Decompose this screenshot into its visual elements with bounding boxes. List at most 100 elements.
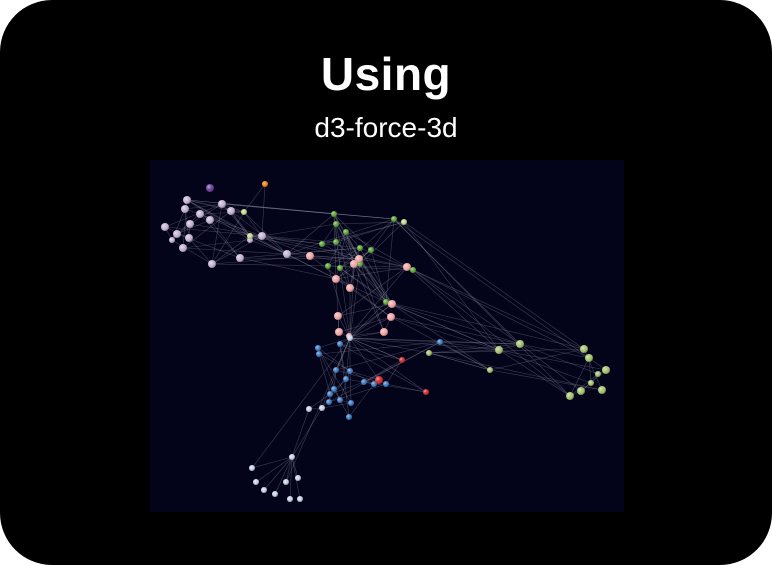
graph-link <box>328 341 441 403</box>
graph-link <box>353 263 385 333</box>
graph-link <box>335 341 441 371</box>
graph-link <box>321 378 347 409</box>
graph-node-shading <box>423 389 429 395</box>
graph-node-shading <box>258 232 266 240</box>
graph-node-shading <box>598 386 606 394</box>
graph-link <box>321 223 337 245</box>
graph-link <box>249 235 361 249</box>
graph-link <box>339 218 395 269</box>
graph-link <box>164 226 263 237</box>
graph-link <box>335 223 393 305</box>
graph-node-shading <box>337 265 343 271</box>
graph-link <box>186 199 251 237</box>
graph-link <box>318 353 331 395</box>
slide-subtitle: d3-force-3d <box>314 112 458 143</box>
graph-link <box>249 239 288 255</box>
graph-link <box>274 456 293 495</box>
force-graph-canvas[interactable] <box>150 160 624 512</box>
graph-link <box>251 456 293 469</box>
graph-link <box>211 211 245 265</box>
graph-node-shading <box>208 260 216 268</box>
graph-link <box>255 456 293 483</box>
graph-link <box>261 235 323 245</box>
graph-link <box>349 303 393 339</box>
graph-link <box>239 247 361 259</box>
graph-link <box>335 337 351 371</box>
graph-link <box>176 219 211 235</box>
graph-link <box>349 337 441 343</box>
graph-link <box>164 203 223 228</box>
graph-node-shading <box>183 196 191 204</box>
graph-link <box>580 369 607 392</box>
graph-link <box>329 381 365 395</box>
graph-link <box>189 203 223 225</box>
graph-link <box>318 341 441 355</box>
graph-link <box>358 258 387 303</box>
graph-node-shading <box>391 216 397 222</box>
graph-node-shading <box>253 479 259 485</box>
graph-node-shading <box>331 211 337 217</box>
graph-node-shading <box>186 220 194 228</box>
graph-node-shading <box>297 496 303 502</box>
graph-link <box>349 263 355 339</box>
graph-link <box>230 210 251 237</box>
graph-node-shading <box>218 200 226 208</box>
graph-node-shading <box>333 367 339 373</box>
graph-link <box>390 316 521 345</box>
graph-link <box>345 337 351 380</box>
graph-link <box>428 343 521 354</box>
graph-link <box>243 211 263 237</box>
graph-node-shading <box>333 239 339 245</box>
graph-link <box>261 235 337 243</box>
graph-link <box>285 337 351 483</box>
graph-node-shading <box>249 465 255 471</box>
graph-link <box>188 237 213 265</box>
graph-link <box>339 267 351 339</box>
graph-link <box>337 266 408 317</box>
graph-link <box>385 218 395 303</box>
graph-link <box>353 263 387 303</box>
graph-link <box>569 357 590 397</box>
graph-link <box>349 337 521 345</box>
graph-link <box>489 348 585 371</box>
graph-link <box>286 247 361 255</box>
graph-node-shading <box>355 255 363 263</box>
graph-node-shading <box>426 350 432 356</box>
graph-node-shading <box>326 399 332 405</box>
graph-link <box>251 337 351 469</box>
graph-link <box>519 343 590 359</box>
graph-link <box>489 369 603 391</box>
graph-node-shading <box>306 406 312 412</box>
graph-node-shading <box>261 487 267 493</box>
graph-nodes <box>161 181 610 502</box>
graph-link <box>428 352 491 371</box>
graph-link <box>171 239 213 265</box>
graph-link <box>199 211 245 215</box>
graph-node-shading <box>585 354 593 362</box>
graph-node-shading <box>487 367 493 373</box>
graph-link <box>335 278 387 303</box>
graph-node-shading <box>295 475 301 481</box>
graph-link <box>286 253 360 260</box>
graph-node-shading <box>383 381 389 387</box>
graph-link <box>335 223 351 289</box>
graph-link <box>211 203 223 265</box>
graph-link <box>349 301 387 339</box>
graph-link <box>286 253 337 280</box>
graph-link <box>285 456 293 483</box>
graph-link <box>317 337 351 349</box>
graph-link <box>348 383 375 418</box>
graph-node-shading <box>206 216 214 224</box>
graph-link <box>348 303 393 337</box>
graph-link <box>345 231 361 249</box>
graph-node-shading <box>262 181 268 187</box>
graph-node-shading <box>287 496 293 502</box>
graph-link <box>349 316 392 339</box>
graph-link <box>439 341 500 351</box>
graph-link <box>286 218 395 255</box>
graph-link <box>338 316 392 333</box>
graph-link <box>345 231 355 265</box>
graph-node-shading <box>346 284 354 292</box>
graph-node-shading <box>495 346 503 354</box>
graph-link <box>348 266 408 337</box>
